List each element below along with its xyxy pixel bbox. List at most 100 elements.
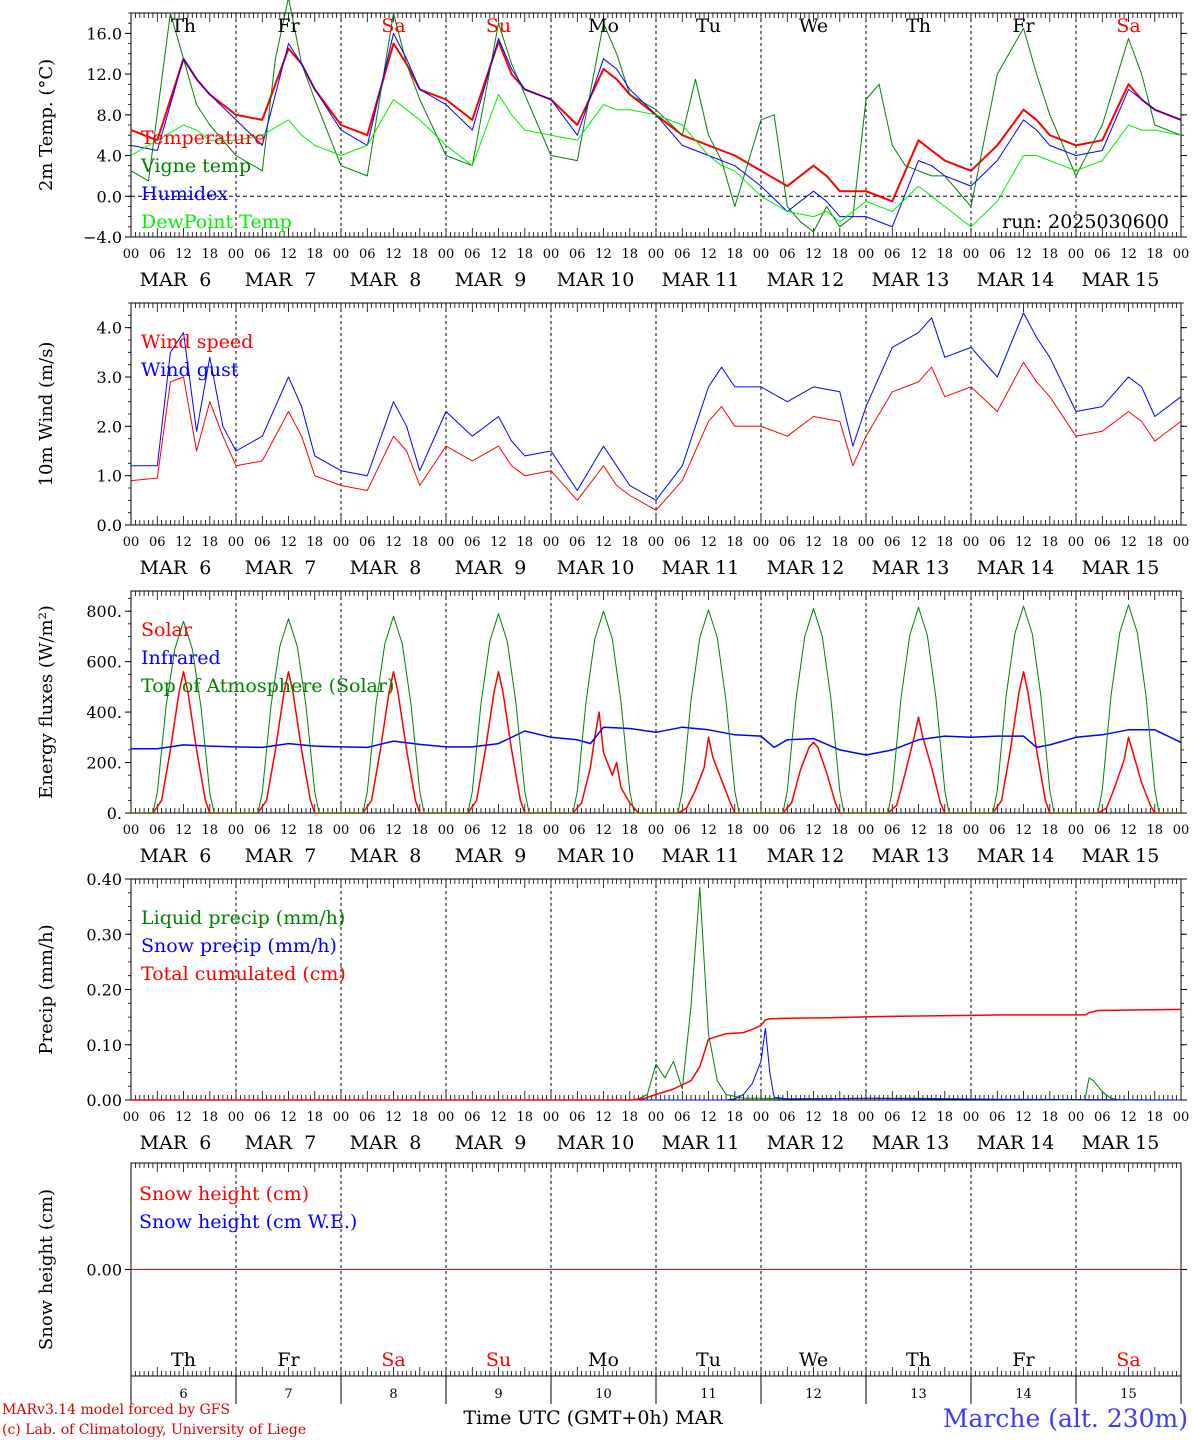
hour-tick-label: 18 bbox=[1041, 823, 1058, 838]
hour-tick-label: 06 bbox=[359, 1110, 376, 1125]
day-label: MAR 14 bbox=[977, 845, 1055, 867]
hour-tick-label: 00 bbox=[438, 1110, 455, 1125]
hour-tick-label: 06 bbox=[884, 247, 901, 262]
hour-tick-label: 00 bbox=[123, 823, 140, 838]
legend-entry: Top of Atmosphere (Solar) bbox=[141, 675, 394, 697]
y-axis-label: Snow height (cm) bbox=[36, 1189, 57, 1350]
day-number-label: 8 bbox=[389, 1387, 397, 1402]
hour-tick-label: 18 bbox=[516, 1110, 533, 1125]
hour-tick-label: 18 bbox=[306, 535, 323, 550]
day-label: MAR 14 bbox=[977, 269, 1055, 291]
hour-tick-label: 00 bbox=[1068, 247, 1085, 262]
day-label: MAR 9 bbox=[455, 1132, 527, 1154]
series-line-2 bbox=[130, 0, 1182, 233]
credit-line-1: MARv3.14 model forced by GFS bbox=[2, 1402, 230, 1418]
hour-tick-label: 06 bbox=[464, 1110, 481, 1125]
hour-tick-label: 00 bbox=[858, 823, 875, 838]
hour-tick-label: 00 bbox=[438, 823, 455, 838]
hour-tick-label: 06 bbox=[1094, 535, 1111, 550]
weekday-label: Th bbox=[171, 15, 196, 37]
hour-tick-label: 06 bbox=[989, 1110, 1006, 1125]
panel-5: 0.00 Snow height (cm) Snow height (cm) Snow… bbox=[36, 1162, 1187, 1377]
hour-tick-label: 18 bbox=[411, 247, 428, 262]
day-label: MAR 13 bbox=[872, 845, 950, 867]
hour-tick-label: 00 bbox=[858, 1110, 875, 1125]
hour-tick-label: 18 bbox=[516, 247, 533, 262]
hour-tick-label: 12 bbox=[910, 247, 927, 262]
y-minor-ticks bbox=[128, 12, 1184, 238]
legend-entry: Solar bbox=[141, 619, 193, 641]
hour-tick-label: 00 bbox=[543, 247, 560, 262]
hour-tick-label: 12 bbox=[1120, 1110, 1137, 1125]
day-label: MAR 12 bbox=[767, 269, 845, 291]
day-number-label: 11 bbox=[700, 1387, 717, 1402]
hour-tick-label: 12 bbox=[280, 823, 297, 838]
hour-tick-label: 06 bbox=[569, 823, 586, 838]
y-tick-label: 400. bbox=[86, 703, 122, 722]
day-label: MAR 13 bbox=[872, 557, 950, 579]
day-number-label: 13 bbox=[910, 1387, 927, 1402]
hour-tick-label: 12 bbox=[595, 535, 612, 550]
y-tick-label: 0.20 bbox=[86, 981, 122, 1000]
hour-tick-label: 18 bbox=[306, 247, 323, 262]
y-tick-label: 16.0 bbox=[86, 24, 122, 43]
hour-tick-label: 00 bbox=[123, 247, 140, 262]
weekday-label: Th bbox=[906, 1349, 931, 1371]
hour-tick-label: 00 bbox=[648, 1110, 665, 1125]
hour-tick-label: 12 bbox=[700, 535, 717, 550]
hour-tick-label: 00 bbox=[858, 535, 875, 550]
hour-tick-label: 12 bbox=[490, 823, 507, 838]
panel-3: 0. 200. 400. 600. 800. Energy fluxes (W/m²) So… bbox=[36, 590, 1189, 867]
hour-tick-label: 00 bbox=[543, 823, 560, 838]
hour-tick-label: 18 bbox=[726, 247, 743, 262]
hour-tick-label: 18 bbox=[831, 247, 848, 262]
y-tick-label: 8.0 bbox=[97, 106, 122, 125]
y-minor-ticks bbox=[128, 878, 1184, 1101]
day-label: MAR 6 bbox=[140, 269, 212, 291]
weekday-label: Sa bbox=[1116, 15, 1140, 37]
hour-tick-label: 18 bbox=[621, 1110, 638, 1125]
y-axis-label: Energy fluxes (W/m²) bbox=[36, 605, 57, 799]
hour-tick-label: 12 bbox=[490, 535, 507, 550]
hour-tick-label: 12 bbox=[175, 247, 192, 262]
day-label: MAR 11 bbox=[662, 845, 740, 867]
hour-tick-label: 00 bbox=[753, 1110, 770, 1125]
day-label: MAR 15 bbox=[1082, 1132, 1160, 1154]
series-line-2 bbox=[131, 1027, 1182, 1101]
hour-tick-label: 00 bbox=[1068, 535, 1085, 550]
panel-2: 0.0 1.0 2.0 3.0 4.0 10m Wind (m/s) Wind speed W… bbox=[36, 302, 1189, 579]
x-ticks bbox=[130, 303, 1182, 525]
hour-tick-label: 18 bbox=[936, 823, 953, 838]
weekday-label: We bbox=[799, 15, 828, 37]
day-label: MAR 7 bbox=[245, 1132, 317, 1154]
day-number-label: 12 bbox=[805, 1387, 822, 1402]
weekday-label: Sa bbox=[1116, 1349, 1140, 1371]
y-tick-label: 800. bbox=[86, 602, 122, 621]
day-label: MAR 8 bbox=[350, 845, 422, 867]
day-label: MAR 14 bbox=[977, 557, 1055, 579]
hour-tick-label: 06 bbox=[569, 1110, 586, 1125]
hour-tick-label: 18 bbox=[306, 1110, 323, 1125]
hour-tick-label: 12 bbox=[595, 1110, 612, 1125]
hour-tick-label: 18 bbox=[831, 1110, 848, 1125]
day-label: MAR 13 bbox=[872, 269, 950, 291]
day-label: MAR 7 bbox=[245, 557, 317, 579]
hour-tick-label: 12 bbox=[910, 535, 927, 550]
hour-tick-label: 00 bbox=[858, 247, 875, 262]
hour-tick-label: 00 bbox=[228, 823, 245, 838]
hour-tick-label: 00 bbox=[228, 535, 245, 550]
hour-tick-label: 06 bbox=[779, 1110, 796, 1125]
hour-tick-label: 18 bbox=[621, 247, 638, 262]
hour-tick-label: 00 bbox=[753, 247, 770, 262]
hour-tick-label: 18 bbox=[621, 535, 638, 550]
y-minor-ticks bbox=[128, 302, 1184, 526]
hour-tick-label: 18 bbox=[411, 823, 428, 838]
day-label: MAR 12 bbox=[767, 557, 845, 579]
hour-tick-label: 18 bbox=[726, 823, 743, 838]
hour-tick-label: 12 bbox=[805, 823, 822, 838]
hour-tick-label: 06 bbox=[149, 535, 166, 550]
y-tick-label: 4.0 bbox=[97, 319, 122, 338]
series-line-3 bbox=[131, 604, 1181, 814]
x-axis-label: Time UTC (GMT+0h) MAR bbox=[463, 1407, 723, 1429]
hour-tick-label: 06 bbox=[359, 823, 376, 838]
